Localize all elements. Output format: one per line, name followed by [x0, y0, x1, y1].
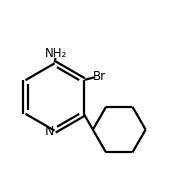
Text: NH₂: NH₂	[44, 47, 67, 60]
Text: N: N	[45, 125, 54, 138]
Text: Br: Br	[93, 70, 106, 83]
